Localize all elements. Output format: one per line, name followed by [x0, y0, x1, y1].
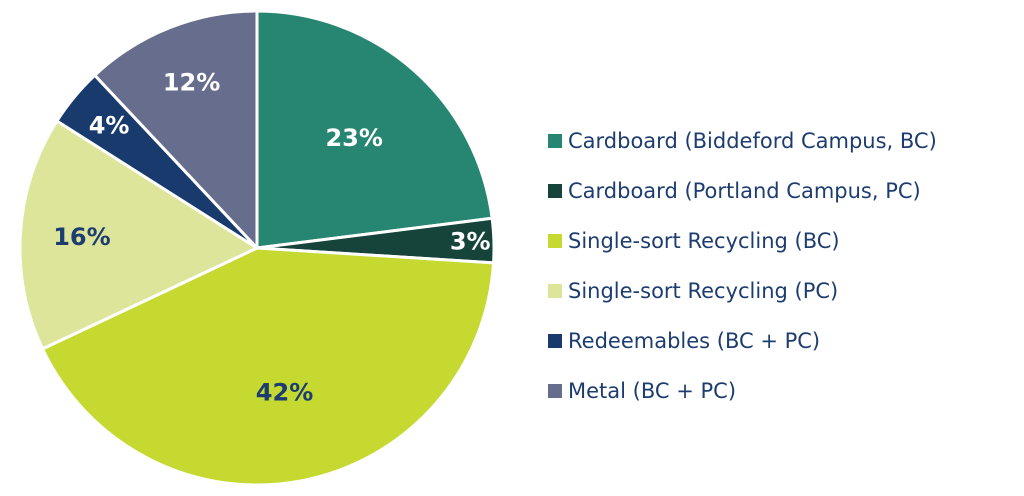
legend-swatch: [548, 234, 562, 248]
pie-slice: [255, 9, 494, 250]
legend-label: Redeemables (BC + PC): [568, 329, 821, 353]
slice-value-label: 16%: [53, 223, 110, 251]
legend-swatch: [548, 134, 562, 148]
legend-swatch: [548, 184, 562, 198]
pie-slice: [41, 246, 496, 487]
slice-value-label: 4%: [89, 112, 130, 140]
pie-slice: [93, 9, 259, 250]
legend-item: Single-sort Recycling (BC): [548, 216, 937, 266]
legend-item: Single-sort Recycling (PC): [548, 266, 937, 316]
slice-value-label: 23%: [325, 124, 382, 152]
legend-label: Cardboard (Portland Campus, PC): [568, 179, 921, 203]
legend-swatch: [548, 384, 562, 398]
pie-chart-svg: 23% 3% 42% 16% 4% 12%: [18, 9, 496, 487]
legend-label: Single-sort Recycling (PC): [568, 279, 839, 303]
legend-label: Single-sort Recycling (BC): [568, 229, 840, 253]
slice-value-label: 12%: [163, 69, 220, 97]
legend-swatch: [548, 334, 562, 348]
slice-value-label: 3%: [450, 227, 491, 255]
legend: Cardboard (Biddeford Campus, BC) Cardboar…: [548, 116, 937, 416]
legend-label: Metal (BC + PC): [568, 379, 737, 403]
legend-swatch: [548, 284, 562, 298]
slice-value-label: 42%: [256, 378, 313, 406]
legend-item: Redeemables (BC + PC): [548, 316, 937, 366]
pie-slice: [18, 119, 259, 351]
legend-item: Cardboard (Biddeford Campus, BC): [548, 116, 937, 166]
legend-item: Cardboard (Portland Campus, PC): [548, 166, 937, 216]
legend-item: Metal (BC + PC): [548, 366, 937, 416]
legend-label: Cardboard (Biddeford Campus, BC): [568, 129, 937, 153]
